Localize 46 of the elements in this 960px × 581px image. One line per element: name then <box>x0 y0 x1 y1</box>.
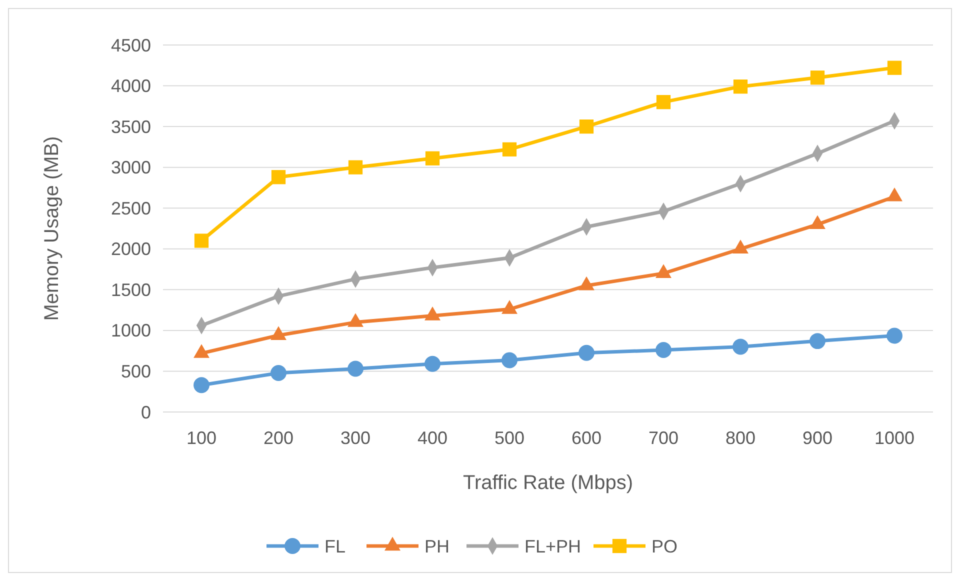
x-tick-label: 600 <box>571 428 602 448</box>
x-tick-label: 800 <box>725 428 756 448</box>
y-tick-label: 4000 <box>110 76 151 96</box>
x-tick-label: 500 <box>494 428 525 448</box>
point <box>425 151 440 166</box>
x-tick-label: 900 <box>802 428 833 448</box>
point <box>502 352 518 368</box>
y-tick-label: 2000 <box>110 239 151 260</box>
point <box>732 338 748 355</box>
point <box>424 356 440 372</box>
x-tick-label: 700 <box>648 428 679 448</box>
point <box>502 142 517 156</box>
point <box>348 160 363 174</box>
y-axis-title: Memory Usage (MB) <box>41 136 63 321</box>
y-tick-label: 1000 <box>110 320 151 341</box>
point <box>271 170 286 184</box>
point <box>194 377 210 394</box>
point <box>886 328 902 344</box>
point <box>579 119 594 134</box>
legend-label: PH <box>424 536 450 556</box>
y-tick-label: 4500 <box>110 35 151 56</box>
x-tick-label: 1000 <box>874 428 915 448</box>
point <box>578 344 594 361</box>
legend-label: FL+PH <box>524 536 582 556</box>
point <box>348 360 364 377</box>
point <box>887 60 902 75</box>
x-tick-label: 300 <box>340 428 371 448</box>
point <box>270 365 286 381</box>
y-tick-label: 3500 <box>110 116 151 137</box>
x-tick-label: 400 <box>417 428 448 448</box>
y-tick-label: 500 <box>120 362 151 382</box>
y-tick-label: 1500 <box>110 280 151 300</box>
point <box>810 333 826 350</box>
x-tick-label: 100 <box>186 428 217 448</box>
y-tick-label: 3000 <box>110 158 151 178</box>
legend-label: FL <box>324 536 346 556</box>
x-axis-title: Traffic Rate (Mbps) <box>462 472 634 494</box>
legend-label: PO <box>652 536 678 556</box>
x-tick-label: 200 <box>263 428 294 448</box>
point <box>194 234 209 248</box>
point <box>810 70 825 85</box>
y-tick-label: 2500 <box>110 198 151 218</box>
point <box>656 342 672 358</box>
point <box>733 80 748 94</box>
point <box>656 95 671 110</box>
y-tick-label: 0 <box>140 402 151 422</box>
